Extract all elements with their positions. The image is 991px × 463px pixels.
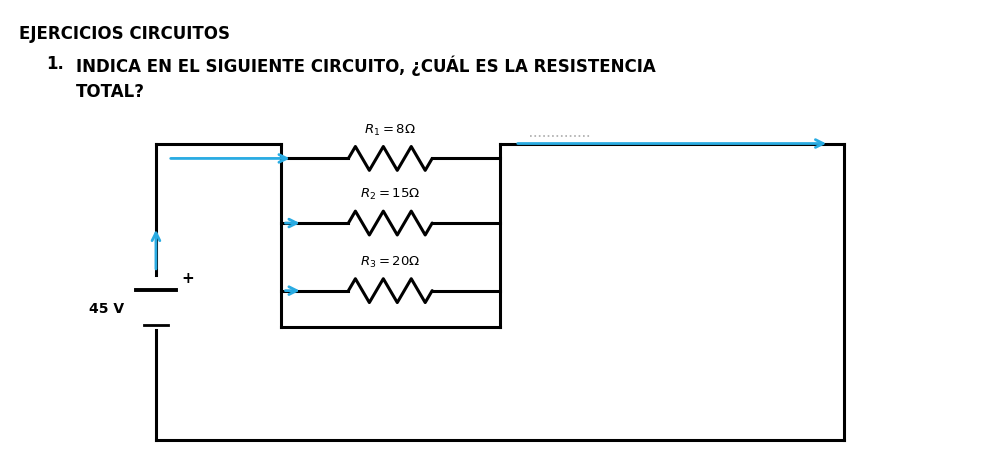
Text: $R_2 = 15\Omega$: $R_2 = 15\Omega$ [360, 187, 420, 202]
Text: EJERCICIOS CIRCUITOS: EJERCICIOS CIRCUITOS [20, 25, 230, 43]
Text: $R_3 = 20\Omega$: $R_3 = 20\Omega$ [360, 254, 420, 269]
Text: $R_1 = 8\Omega$: $R_1 = 8\Omega$ [365, 122, 416, 137]
Text: 45 V: 45 V [89, 301, 124, 315]
Text: +: + [181, 270, 193, 285]
Text: 1.: 1. [47, 55, 64, 73]
Text: INDICA EN EL SIGUIENTE CIRCUITO, ¿CUÁL ES LA RESISTENCIA
TOTAL?: INDICA EN EL SIGUIENTE CIRCUITO, ¿CUÁL E… [76, 55, 656, 100]
